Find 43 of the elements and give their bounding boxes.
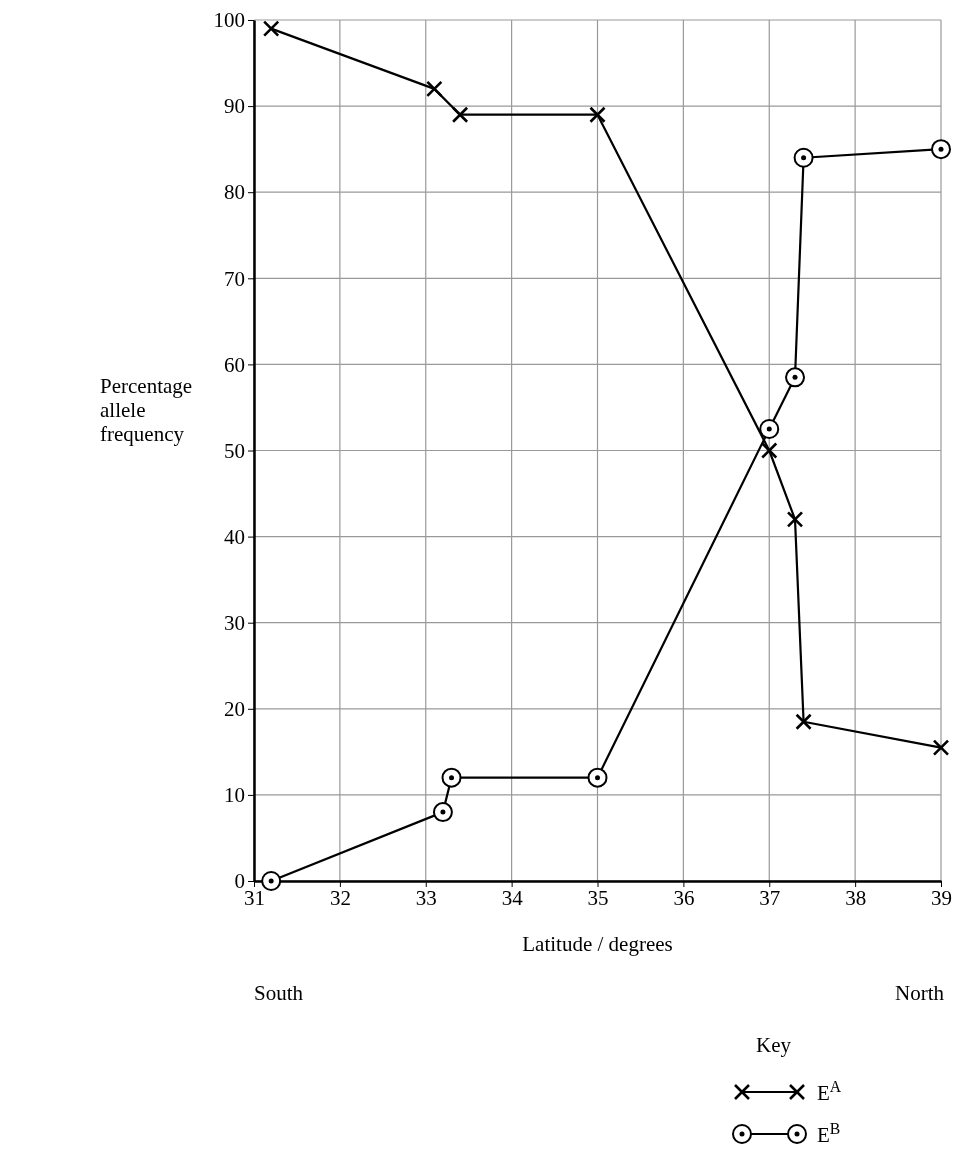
y-tick-label: 0	[234, 869, 245, 894]
point	[760, 442, 778, 459]
y-tick-label: 60	[224, 352, 245, 377]
y-tick-label: 20	[224, 697, 245, 722]
y-tick-label: 70	[224, 266, 245, 291]
legend-title: Key	[756, 1033, 792, 1057]
x-tick-label: 36	[673, 885, 695, 910]
x-tick-label: 33	[415, 885, 437, 910]
point	[932, 739, 950, 756]
text: South	[254, 981, 304, 1005]
x-tick-label: 38	[845, 885, 867, 910]
point	[432, 802, 453, 823]
point	[786, 511, 804, 528]
x-tick-label: 35	[587, 885, 609, 910]
y-tick-label: 100	[213, 8, 245, 33]
point	[261, 871, 282, 891]
x-tick-label: 34	[501, 885, 524, 910]
x-tick-label: 32	[329, 885, 351, 910]
point	[785, 367, 806, 388]
point	[426, 80, 443, 98]
y-axis-title: Percentage allele frequency	[100, 374, 193, 446]
point	[451, 106, 469, 124]
point	[931, 139, 951, 160]
x-tick-label: 37	[759, 885, 781, 910]
x-axis-title: Latitude / degrees	[522, 932, 673, 956]
legend-label: E$^{B}$	[817, 1119, 841, 1147]
point	[795, 713, 812, 731]
text: North	[895, 981, 945, 1005]
point	[793, 147, 814, 168]
y-tick-label: 90	[224, 94, 245, 119]
point	[589, 106, 606, 124]
point	[587, 767, 608, 788]
y-tick-label: 80	[224, 180, 245, 205]
y-tick-label: 30	[224, 610, 245, 635]
point	[441, 767, 462, 788]
y-tick-label: 50	[224, 438, 245, 463]
y-tick-label: 40	[224, 524, 245, 549]
point	[759, 418, 780, 439]
x-tick-label: 31	[244, 885, 265, 910]
legend-label: E$^{A}$	[817, 1077, 842, 1105]
x-tick-label: 39	[931, 885, 952, 910]
point	[262, 20, 280, 37]
y-tick-label: 10	[224, 783, 245, 808]
